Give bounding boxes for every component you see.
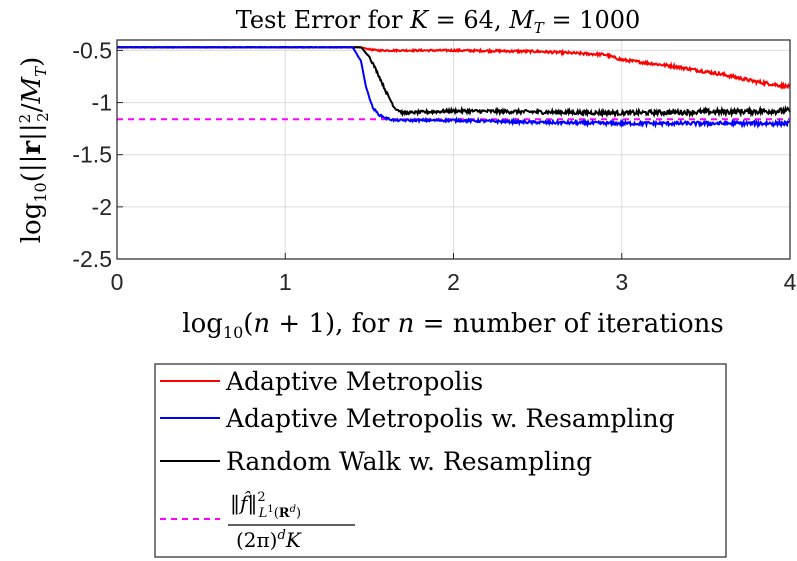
y-tick-label: -2.5 — [72, 246, 112, 272]
y-axis-label: log10(||r||22/MT) — [16, 57, 52, 244]
series-layer — [116, 45, 791, 130]
y-tick-label: -2 — [92, 194, 112, 220]
x-axis-label: log10(n + 1), for n = number of iteratio… — [182, 309, 723, 342]
legend: Adaptive Metropolis Adaptive Metropolis … — [154, 363, 727, 558]
x-axis-label-suffix: , for n = number of iterations — [335, 309, 724, 339]
chart-title: Test Error for K = 64, MT = 1000 — [236, 6, 641, 37]
svg-text:(2π)dK: (2π)dK — [236, 528, 302, 552]
x-tick-label: 1 — [279, 269, 292, 295]
x-tick-label: 0 — [111, 269, 124, 295]
legend-label-random-walk: Random Walk w. Resampling — [226, 447, 592, 476]
y-tick-label: -0.5 — [72, 37, 112, 63]
legend-label-am-resampling: Adaptive Metropolis w. Resampling — [225, 404, 675, 433]
chart-title-prefix: Test Error for — [236, 6, 410, 34]
y-tick-label: -1 — [92, 90, 112, 116]
x-tick-label: 2 — [447, 269, 460, 295]
x-tick-label: 3 — [615, 269, 628, 295]
x-tick-label: 4 — [784, 269, 797, 295]
y-tick-label: -1.5 — [72, 142, 112, 168]
axis-ticks: 0 1 2 3 4 -0.5 -1 -1.5 -2 -2.5 — [72, 37, 796, 295]
legend-label-adaptive-metropolis: Adaptive Metropolis — [225, 367, 483, 396]
plot-area: 0 1 2 3 4 -0.5 -1 -1.5 -2 -2.5 — [72, 37, 796, 295]
series-am-resampling — [116, 45, 791, 130]
